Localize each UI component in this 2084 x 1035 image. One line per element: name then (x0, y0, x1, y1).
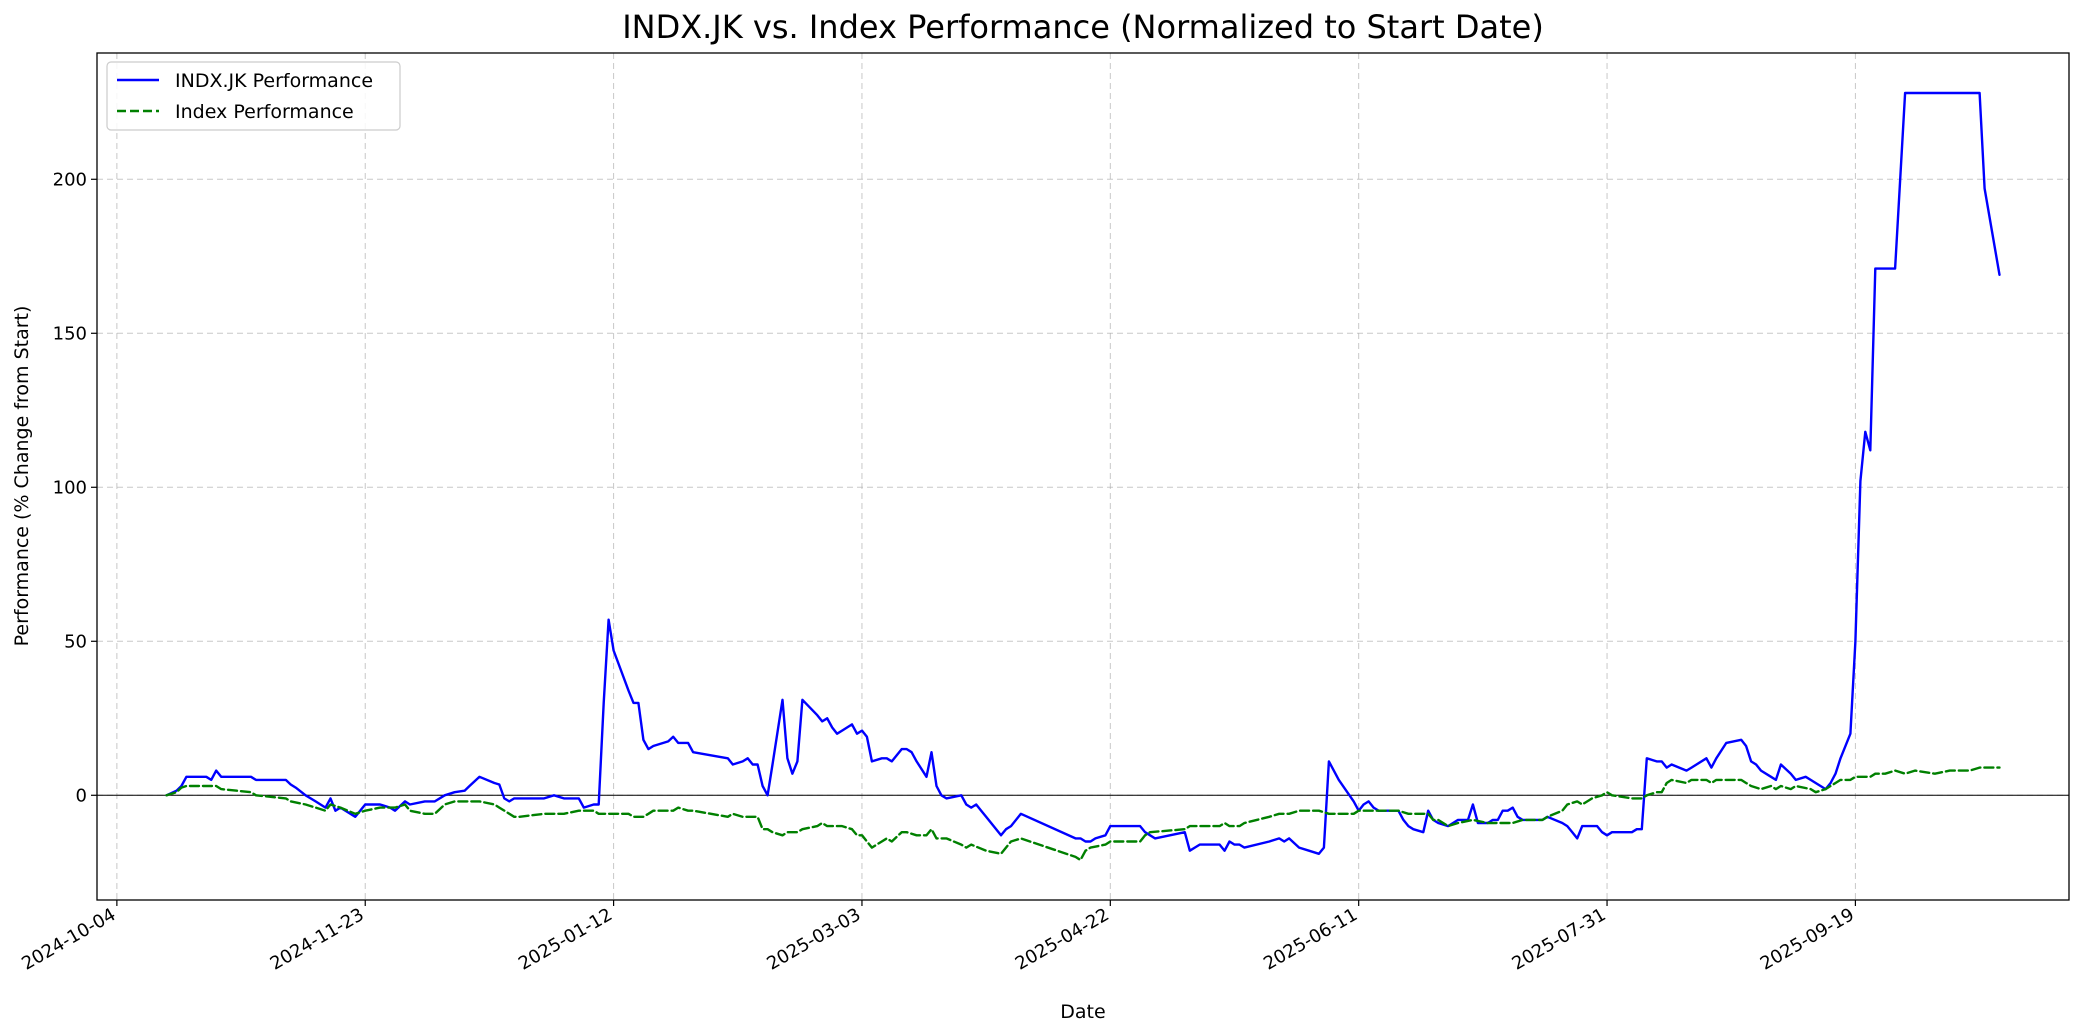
x-axis-ticks: 2024-10-04 2024-11-23 2025-01-12 2025-03-03… (18, 900, 1858, 975)
series-lines (165, 91, 2001, 862)
x-tick-label: 2025-07-31 (1508, 904, 1609, 974)
x-tick-label: 2025-03-03 (763, 904, 864, 974)
x-tick-label: 2024-11-23 (267, 904, 368, 974)
x-tick-label: 2025-01-12 (515, 904, 616, 974)
legend-label-index: Index Performance (175, 101, 354, 123)
x-tick-label: 2024-10-04 (18, 904, 119, 974)
plot-frame (96, 52, 2070, 901)
x-tick-label: 2025-04-22 (1012, 904, 1113, 974)
chart-title: INDX.JK vs. Index Performance (Normalize… (622, 8, 1544, 46)
x-tick-label: 2025-09-19 (1757, 904, 1858, 974)
legend-label-indx: INDX.JK Performance (175, 70, 373, 92)
y-tick-label: 0 (76, 785, 87, 806)
grid-lines (97, 53, 2069, 900)
y-axis-ticks: 0 50 100 150 200 (53, 169, 97, 806)
x-tick-label: 2025-06-11 (1260, 904, 1361, 974)
y-tick-label: 150 (53, 323, 87, 344)
y-tick-label: 50 (64, 631, 87, 652)
series-line-indx (165, 91, 2001, 855)
legend: INDX.JK Performance Index Performance (106, 61, 401, 131)
series-line-index (165, 766, 2001, 862)
y-tick-label: 200 (53, 169, 87, 190)
x-axis-title: Date (1060, 1001, 1105, 1023)
y-tick-label: 100 (53, 477, 87, 498)
y-axis-title: Performance (% Change from Start) (11, 306, 33, 647)
legend-box (106, 61, 401, 131)
